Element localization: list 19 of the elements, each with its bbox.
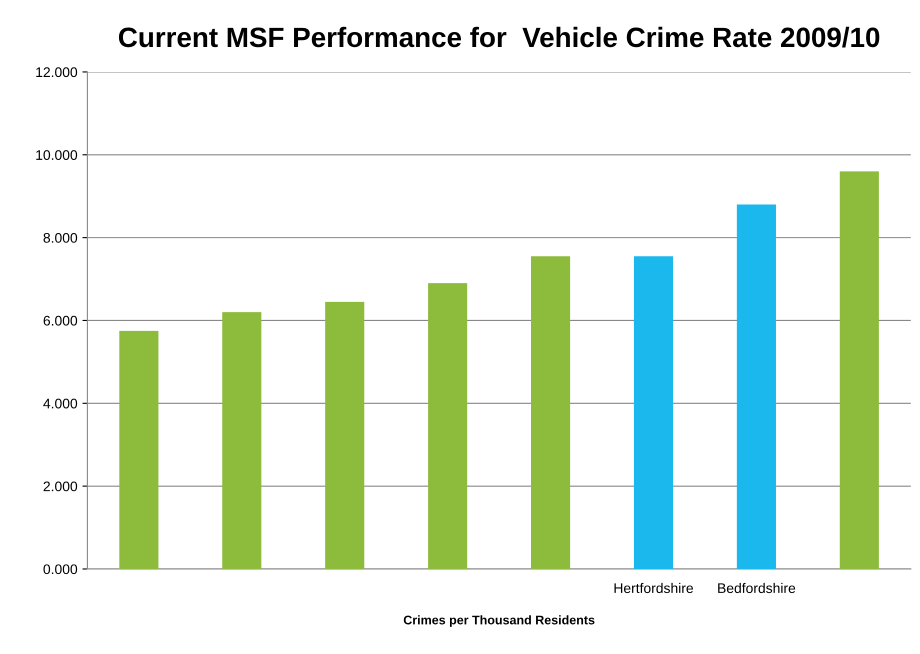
bar [325, 302, 364, 569]
bar [222, 312, 262, 569]
chart-title: Current MSF Performance for Vehicle Crime Rate 2009/10 [118, 26, 880, 48]
bar [119, 330, 158, 569]
bar [840, 171, 879, 569]
x-axis-title: Crimes per Thousand Residents [404, 615, 594, 627]
y-tick-label: 4.000 [43, 398, 78, 408]
bar [428, 283, 468, 569]
y-tick-label: 8.000 [44, 232, 78, 243]
y-tick-label: 6.000 [44, 316, 78, 326]
bar [531, 256, 570, 569]
bar [634, 256, 674, 569]
y-tick-label: 10.000 [36, 150, 78, 160]
bar [736, 204, 776, 569]
y-tick-label: 0.000 [43, 564, 78, 574]
x-tick-label: Bedfordshire [718, 582, 796, 594]
x-tick-label: Hertfordshire [614, 582, 694, 594]
y-tick-label: 12.000 [36, 67, 78, 78]
y-tick-label: 2.000 [44, 481, 78, 492]
